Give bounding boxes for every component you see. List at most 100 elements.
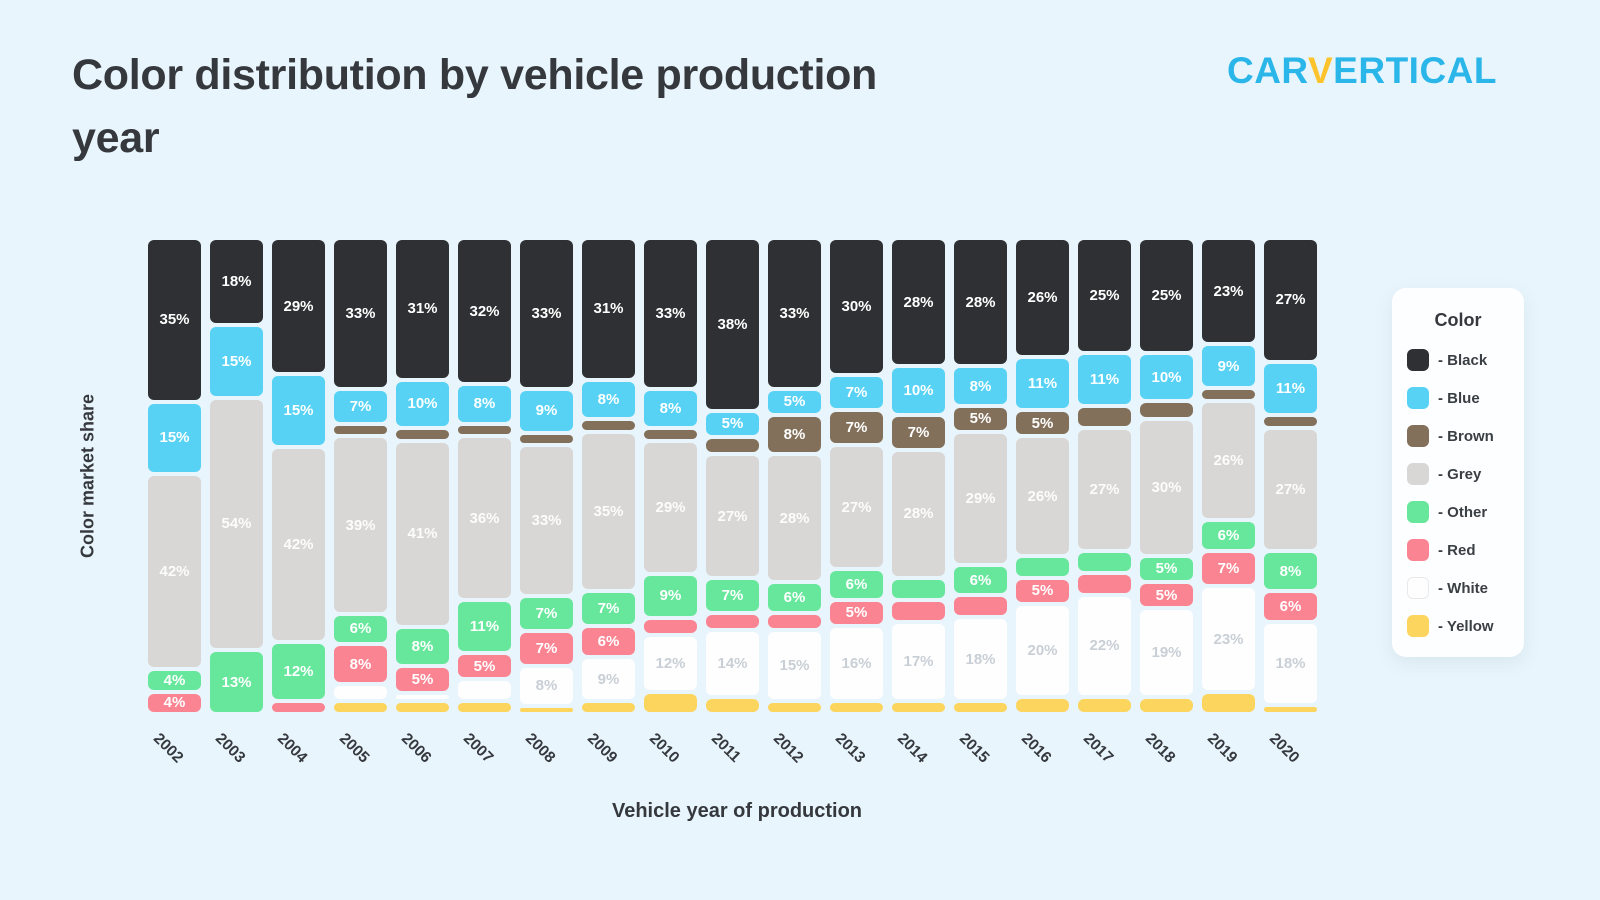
segment-other-2013: 6% [830, 571, 883, 598]
segment-blue-2015: 8% [954, 368, 1007, 404]
bar-column-2002: 35% 15% 42% 4% 4% 2002 [148, 240, 201, 766]
segment-black-2015: 28% [954, 240, 1007, 365]
x-tick-2014: 2014 [893, 730, 931, 767]
segment-blue-2010: 8% [644, 390, 697, 426]
legend-label: - White [1438, 579, 1488, 597]
legend-swatch [1407, 463, 1429, 485]
segment-blue-2013: 7% [830, 377, 883, 409]
segment-white-2006 [396, 694, 449, 699]
segment-white-2007 [458, 681, 511, 700]
segment-black-2016: 26% [1016, 240, 1069, 356]
legend-item-brown: - Brown [1407, 425, 1509, 447]
segment-value-label: 20% [1027, 641, 1058, 659]
segment-value-label: 7% [1217, 560, 1240, 578]
segment-value-label: 23% [1213, 282, 1244, 300]
segment-other-2006: 8% [396, 628, 449, 665]
segment-white-2011: 14% [706, 632, 759, 695]
segment-value-label: 9% [597, 670, 620, 688]
segment-white-2014: 17% [892, 623, 945, 700]
segment-brown-2019 [1202, 390, 1255, 399]
segment-red-2002: 4% [148, 693, 201, 712]
segment-value-label: 12% [283, 662, 314, 680]
segment-value-label: 42% [283, 535, 314, 553]
segment-yellow-2009 [582, 703, 635, 712]
segment-value-label: 7% [845, 384, 868, 402]
x-tick-2020: 2020 [1265, 730, 1303, 767]
segment-brown-2013: 7% [830, 412, 883, 444]
segment-black-2003: 18% [210, 240, 263, 323]
bar-column-2018: 25% 10% 30% 5% 5% 19% 2018 [1140, 240, 1193, 766]
x-tick-2010: 2010 [645, 730, 683, 767]
segment-value-label: 26% [1027, 487, 1058, 505]
segment-value-label: 8% [597, 390, 620, 408]
segment-white-2013: 16% [830, 628, 883, 700]
segment-value-label: 22% [1089, 637, 1120, 655]
segment-value-label: 9% [535, 402, 558, 419]
segment-value-label: 7% [535, 604, 558, 622]
segment-value-label: 28% [903, 293, 934, 311]
segment-value-label: 13% [221, 673, 252, 691]
segment-value-label: 8% [783, 425, 806, 443]
segment-white-2010: 12% [644, 636, 697, 691]
segment-grey-2018: 30% [1140, 420, 1193, 554]
segment-red-2013: 5% [830, 601, 883, 625]
bar-column-2019: 23% 9% 26% 6% 7% 23% 2019 [1202, 240, 1255, 766]
segment-brown-2017 [1078, 407, 1131, 426]
legend-items: - Black - Blue - Brown - Grey - Other - Red - … [1407, 349, 1509, 637]
segment-blue-2003: 15% [210, 326, 263, 396]
segment-black-2010: 33% [644, 240, 697, 387]
segment-other-2010: 9% [644, 575, 697, 616]
legend-label: - Red [1438, 541, 1476, 559]
segment-value-label: 6% [349, 620, 372, 638]
segment-grey-2011: 27% [706, 456, 759, 577]
segment-brown-2012: 8% [768, 416, 821, 453]
segment-grey-2010: 29% [644, 442, 697, 572]
segment-other-2015: 6% [954, 566, 1007, 594]
bar-column-2004: 29% 15% 42% 12% 2004 [272, 240, 325, 766]
segment-value-label: 30% [1151, 478, 1182, 496]
legend-panel: Color - Black - Blue - Brown - Grey - Other -… [1392, 288, 1524, 657]
segment-value-label: 33% [779, 304, 810, 322]
segment-value-label: 6% [1217, 527, 1240, 545]
segment-value-label: 10% [407, 395, 438, 413]
segment-value-label: 41% [407, 525, 438, 543]
segment-value-label: 33% [531, 512, 562, 530]
legend-label: - Other [1438, 503, 1488, 521]
segment-white-2005 [334, 685, 387, 700]
segment-black-2017: 25% [1078, 240, 1131, 351]
legend-swatch [1407, 349, 1429, 371]
segment-value-label: 11% [1275, 379, 1306, 397]
x-tick-2011: 2011 [707, 730, 744, 766]
segment-red-2008: 7% [520, 632, 573, 665]
segment-value-label: 17% [903, 652, 934, 670]
segment-value-label: 33% [531, 304, 562, 322]
segment-blue-2008: 9% [520, 390, 573, 431]
bar-column-2008: 33% 9% 33% 7% 7% 8% 2008 [520, 240, 573, 766]
segment-value-label: 7% [597, 600, 620, 618]
segment-red-2019: 7% [1202, 552, 1255, 585]
segment-value-label: 5% [1031, 414, 1054, 432]
segment-value-label: 15% [221, 352, 252, 370]
segment-value-label: 54% [221, 515, 252, 533]
segment-white-2015: 18% [954, 619, 1007, 700]
segment-black-2014: 28% [892, 240, 945, 365]
segment-value-label: 7% [721, 587, 744, 605]
segment-red-2016: 5% [1016, 579, 1069, 602]
segment-blue-2005: 7% [334, 390, 387, 422]
segment-red-2009: 6% [582, 628, 635, 656]
segment-yellow-2018 [1140, 698, 1193, 712]
segment-other-2007: 11% [458, 602, 511, 652]
segment-value-label: 36% [469, 509, 500, 527]
segment-value-label: 8% [659, 399, 682, 417]
segment-value-label: 33% [345, 304, 376, 322]
legend-title: Color [1434, 310, 1482, 330]
segment-value-label: 27% [1275, 291, 1306, 309]
segment-value-label: 8% [1279, 562, 1302, 580]
segment-value-label: 30% [841, 298, 872, 316]
segment-value-label: 12% [655, 655, 686, 673]
segment-value-label: 7% [535, 640, 558, 658]
segment-brown-2020 [1264, 416, 1317, 426]
stacked-bar-chart: 35% 15% 42% 4% 4% 2002 18% 15% 54% 13% 2003 29% 15% 4… [148, 240, 1326, 766]
segment-grey-2004: 42% [272, 448, 325, 641]
segment-blue-2006: 10% [396, 381, 449, 426]
